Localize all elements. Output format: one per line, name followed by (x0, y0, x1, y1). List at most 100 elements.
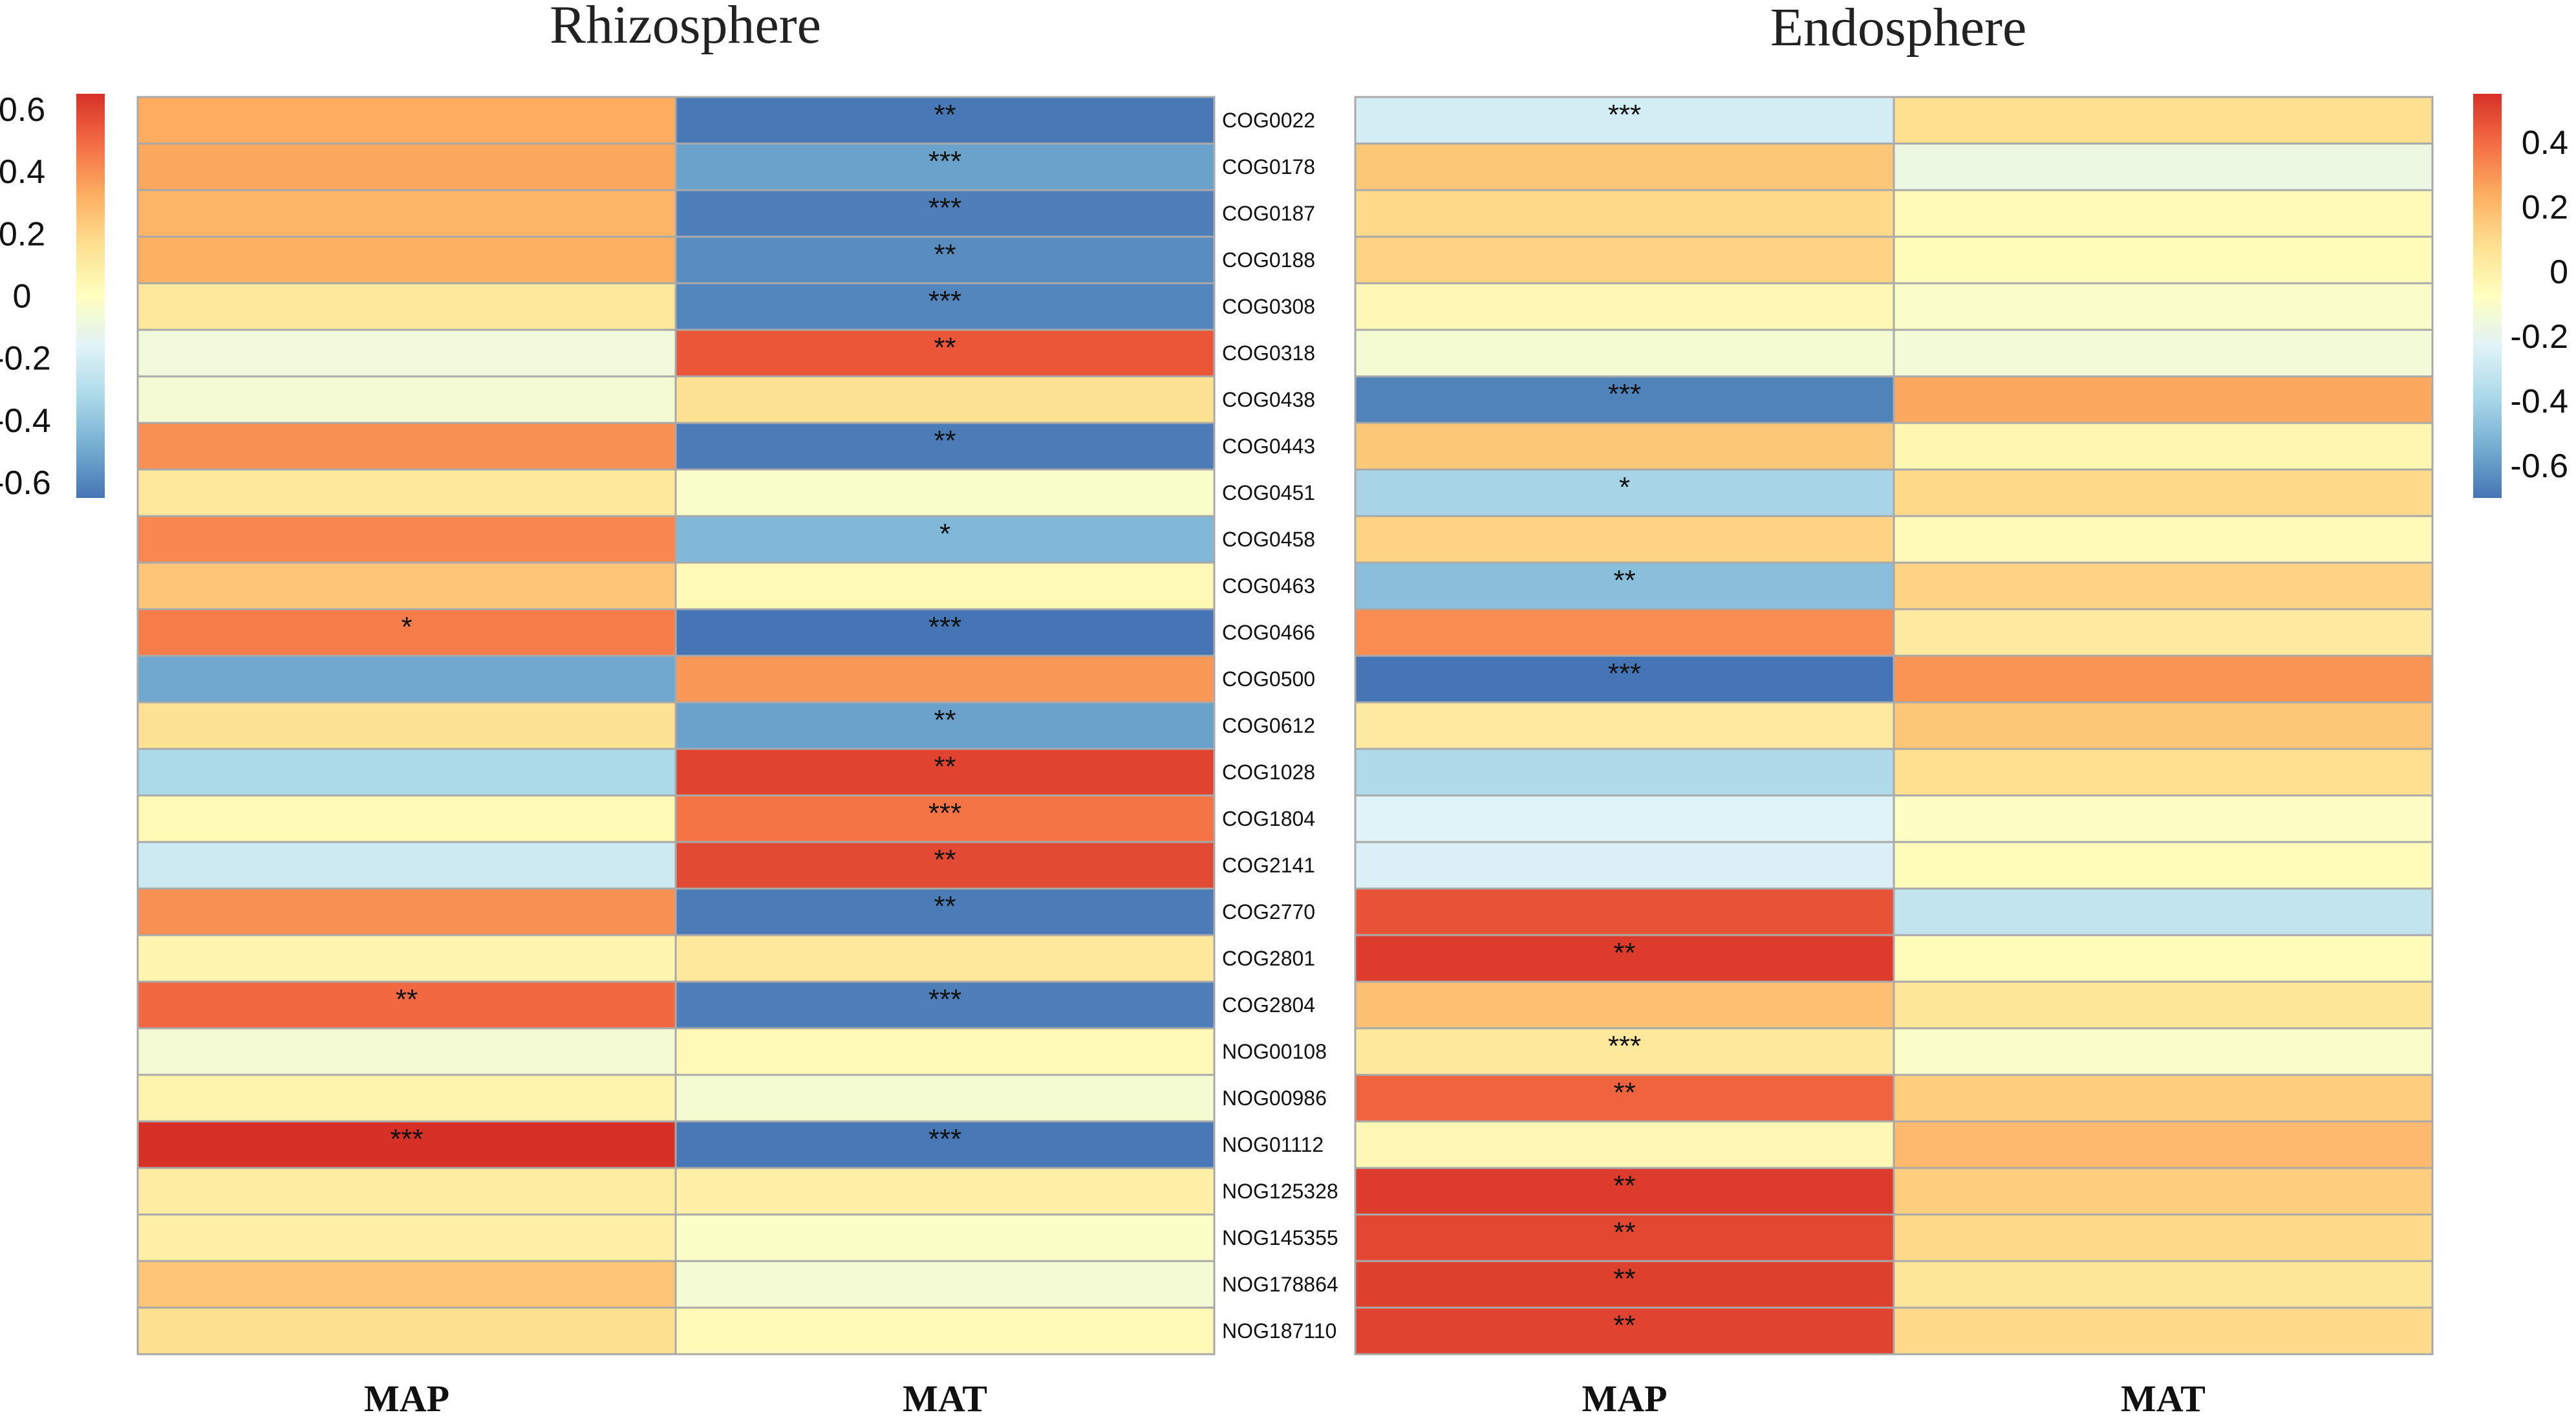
heatmap-cell (1893, 375, 2434, 424)
colorbar-tick-labels: 0.6 0.4 0.2 0 -0.2 -0.4 -0.6 0.4 0.2 0 -0.2 -0.4 -0.… (0, 91, 2568, 502)
heatmap-cell (674, 96, 1216, 145)
row-label: COG0451 (1222, 481, 1315, 504)
row-label: COG2770 (1222, 900, 1315, 924)
heatmap-cell (1893, 748, 2434, 797)
row-label: COG0612 (1222, 714, 1315, 737)
row-label: COG0178 (1222, 155, 1315, 178)
colorbar-tick-label: 0.4 (2522, 124, 2568, 162)
heatmap-cell (1354, 1260, 1895, 1309)
significance-mark: * (401, 611, 412, 643)
significance-mark: *** (928, 285, 961, 317)
heatmap-cell (136, 142, 677, 191)
significance-mark: ** (934, 751, 956, 783)
colorbar-tick-label: 0 (2549, 254, 2568, 291)
significance-mark: ** (1613, 1310, 1635, 1341)
column-labels: MAP MAT MAP MAT (364, 1377, 2206, 1420)
row-label: COG2804 (1222, 993, 1315, 1017)
significance-mark: *** (928, 192, 961, 224)
rhizosphere-title: Rhizosphere (550, 0, 821, 55)
heatmap-cell (1354, 96, 1895, 145)
heatmap-cell (1893, 1167, 2434, 1216)
heatmap-cell (1893, 1213, 2434, 1262)
row-label: COG0458 (1222, 528, 1315, 551)
significance-mark: ** (934, 891, 956, 922)
significance-mark: ** (934, 99, 956, 131)
heatmap-cell (1893, 561, 2434, 610)
heatmap-cell (136, 375, 677, 424)
significance-mark: ** (1613, 1263, 1635, 1295)
heatmap-cell (136, 1027, 677, 1076)
colorbar-tick-label: -0.4 (0, 402, 51, 440)
row-label: COG0466 (1222, 621, 1315, 644)
heatmap-cell (136, 701, 677, 750)
row-label: COG1804 (1222, 807, 1315, 830)
heatmap-cell (1893, 282, 2434, 331)
heatmap-cell (1893, 189, 2434, 238)
row-label: NOG125328 (1222, 1180, 1338, 1203)
column-label: MAP (364, 1377, 449, 1420)
colorbar-tick-label: 0 (13, 278, 32, 316)
heatmap-cell (674, 1306, 1216, 1356)
heatmap-cell (674, 329, 1216, 378)
heatmap-cell (674, 748, 1216, 797)
heatmap-cell (136, 468, 677, 517)
row-label: COG0463 (1222, 574, 1315, 598)
heatmap-cell (1354, 1027, 1895, 1076)
heatmap-cell (1893, 608, 2434, 657)
heatmap-cell (1893, 841, 2434, 890)
significance-mark: ** (396, 984, 418, 1015)
significance-mark: ** (1613, 937, 1635, 969)
row-label: COG0500 (1222, 667, 1315, 691)
heatmap-cell (136, 235, 677, 285)
endosphere-title: Endosphere (1770, 0, 2027, 58)
significance-mark: ** (934, 844, 956, 876)
heatmap-cell (136, 608, 677, 657)
heatmap-cell (674, 515, 1216, 564)
row-label: COG0022 (1222, 109, 1315, 132)
row-label: COG0438 (1222, 388, 1315, 411)
heatmap-cell (674, 561, 1216, 610)
significance-mark: *** (928, 146, 961, 177)
heatmap-cell (674, 142, 1216, 191)
heatmap-cell (674, 235, 1216, 285)
heatmap-cell (1354, 282, 1895, 331)
row-label: COG0188 (1222, 248, 1315, 272)
heatmap-cell (1354, 887, 1895, 936)
column-label: MAT (2121, 1377, 2206, 1420)
heatmap-cell (1354, 329, 1895, 378)
row-label: COG2141 (1222, 854, 1315, 877)
heatmap-cell (1893, 980, 2434, 1030)
heatmap-cell (1893, 794, 2434, 843)
heatmap-cell (674, 934, 1216, 983)
heatmap-cell (1893, 235, 2434, 285)
row-label: NOG178864 (1222, 1273, 1338, 1296)
significance-mark: *** (928, 611, 961, 643)
heatmap-cell (1354, 1120, 1895, 1169)
heatmap-cell (136, 841, 677, 890)
rhizosphere-colorbar (76, 94, 105, 498)
heatmap-cell (1893, 329, 2434, 378)
heatmap-cell (1893, 1306, 2434, 1356)
row-label: NOG01112 (1222, 1133, 1324, 1156)
row-label: NOG00986 (1222, 1086, 1327, 1110)
heatmap-cell (1354, 422, 1895, 471)
colorbar-tick-label: -0.4 (2510, 383, 2568, 420)
significance-mark: ** (934, 239, 956, 270)
row-label: NOG145355 (1222, 1226, 1338, 1249)
heatmap-cell (1354, 189, 1895, 238)
heatmap-cell (1893, 1120, 2434, 1169)
colorbar-tick-label: 0.2 (2522, 189, 2568, 226)
heatmap-cell (136, 1213, 677, 1262)
heatmap-cell (674, 701, 1216, 750)
row-label: NOG00108 (1222, 1040, 1327, 1063)
heatmap-cell (1893, 468, 2434, 517)
heatmap-cell (1893, 515, 2434, 564)
significance-mark: * (1619, 471, 1630, 503)
heatmap-cell (674, 189, 1216, 238)
row-label: COG0308 (1222, 295, 1315, 318)
significance-mark: *** (928, 797, 961, 829)
heatmap-cells (136, 96, 2434, 1356)
heatmap-cell (1354, 235, 1895, 285)
